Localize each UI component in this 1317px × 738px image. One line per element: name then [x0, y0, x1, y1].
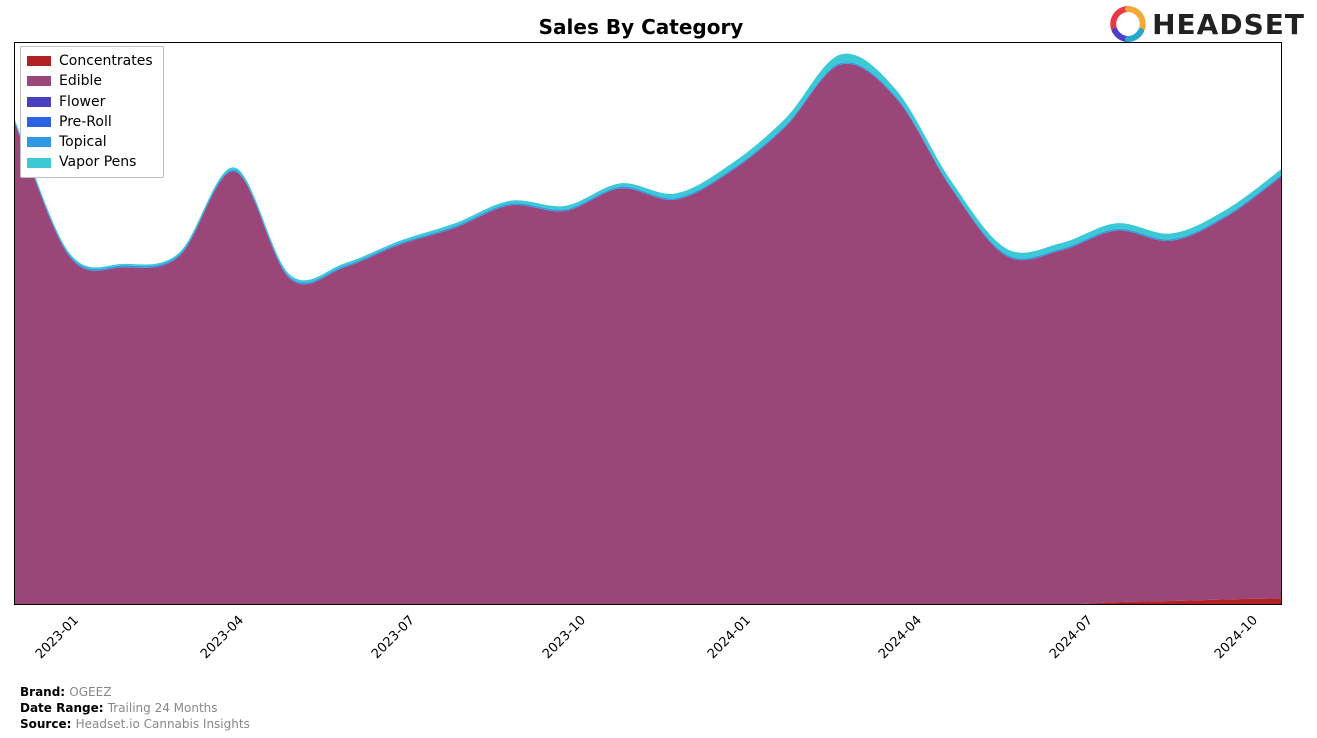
- area-edible: [14, 64, 1282, 605]
- legend-label: Concentrates: [59, 51, 153, 71]
- legend-swatch: [27, 76, 51, 86]
- chart-footer: Brand: OGEEZDate Range: Trailing 24 Mont…: [20, 684, 250, 732]
- legend-swatch: [27, 137, 51, 147]
- x-tick-label: 2023-01: [33, 613, 82, 662]
- legend-label: Vapor Pens: [59, 152, 136, 172]
- chart-plot-area: [14, 42, 1282, 605]
- footer-line: Date Range: Trailing 24 Months: [20, 700, 250, 716]
- legend-label: Pre-Roll: [59, 112, 112, 132]
- legend-swatch: [27, 56, 51, 66]
- footer-label: Source:: [20, 717, 76, 731]
- x-tick-label: 2023-07: [369, 613, 418, 662]
- legend-item-vapor-pens: Vapor Pens: [27, 152, 153, 172]
- stacked-area-svg: [14, 42, 1282, 605]
- x-tick-label: 2023-10: [540, 613, 589, 662]
- chart-title: Sales By Category: [0, 15, 1282, 39]
- legend-label: Edible: [59, 71, 102, 91]
- legend-item-pre-roll: Pre-Roll: [27, 112, 153, 132]
- legend: ConcentratesEdibleFlowerPre-RollTopicalV…: [20, 46, 164, 178]
- footer-value: Trailing 24 Months: [108, 701, 218, 715]
- x-tick-label: 2024-01: [705, 613, 754, 662]
- legend-label: Flower: [59, 92, 105, 112]
- x-tick-label: 2023-04: [198, 613, 247, 662]
- footer-line: Source: Headset.io Cannabis Insights: [20, 716, 250, 732]
- legend-item-edible: Edible: [27, 71, 153, 91]
- x-tick-label: 2024-04: [876, 613, 925, 662]
- legend-swatch: [27, 117, 51, 127]
- legend-item-flower: Flower: [27, 92, 153, 112]
- x-tick-label: 2024-10: [1212, 613, 1261, 662]
- legend-item-concentrates: Concentrates: [27, 51, 153, 71]
- footer-line: Brand: OGEEZ: [20, 684, 250, 700]
- legend-swatch: [27, 97, 51, 107]
- x-tick-label: 2024-07: [1047, 613, 1096, 662]
- legend-item-topical: Topical: [27, 132, 153, 152]
- footer-value: Headset.io Cannabis Insights: [76, 717, 250, 731]
- footer-value: OGEEZ: [69, 685, 111, 699]
- legend-swatch: [27, 158, 51, 168]
- footer-label: Date Range:: [20, 701, 108, 715]
- footer-label: Brand:: [20, 685, 69, 699]
- legend-label: Topical: [59, 132, 107, 152]
